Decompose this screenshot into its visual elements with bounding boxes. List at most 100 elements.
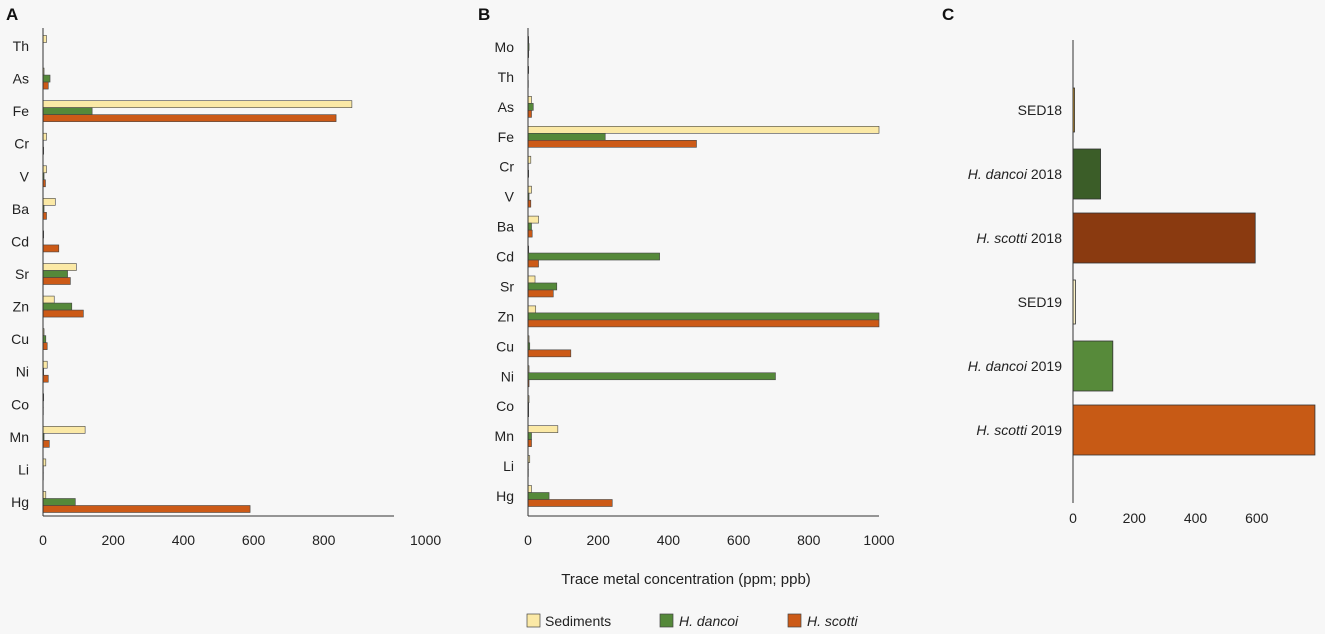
panel-b-bar-h-dancoi-cd xyxy=(527,252,660,261)
panel-a-letter: A xyxy=(6,5,18,24)
legend-swatch-h-scotti xyxy=(787,613,802,628)
panel-c-x-tick-label: 200 xyxy=(1123,510,1147,526)
panel-b-bar-h-scotti-hg xyxy=(527,499,613,507)
panel-a-bar-sediments-fe xyxy=(42,100,353,108)
panel-b-category-label: Co xyxy=(496,398,514,414)
panel-c: C SED18 H. dancoi 2018 H. scotti 2018 SED19… xyxy=(942,5,1316,526)
panel-b-bar-sediments-mn xyxy=(527,425,559,433)
panel-a-category-label: Cd xyxy=(11,233,29,249)
panel-b-bar-sediments-sr xyxy=(527,275,536,284)
panel-a-bar-h-scotti-mn xyxy=(42,440,50,448)
panel-c-x-tick-label: 600 xyxy=(1245,510,1269,526)
panel-b-category-label: Hg xyxy=(496,488,514,504)
panel-a-bar-h-dancoi-fe xyxy=(42,107,93,115)
panel-b-category-label: As xyxy=(498,99,514,115)
panel-b-bar-sediments-hg xyxy=(527,485,532,493)
panel-b-category-label: Li xyxy=(503,458,514,474)
legend-label-h-scotti: H. scotti xyxy=(807,613,858,629)
panel-a-bar-sediments-v xyxy=(42,165,47,174)
panel-b-category-label: Fe xyxy=(498,129,515,145)
panel-b-category-label: Cr xyxy=(499,159,514,175)
panel-b-bar-sediments-v xyxy=(527,185,532,194)
panel-b-bar-h-scotti-zn xyxy=(527,319,880,328)
panel-b-bar-h-dancoi-ba xyxy=(527,222,532,231)
panel-b-bar-h-dancoi-fe xyxy=(527,133,606,141)
panel-a-x-tick-label: 200 xyxy=(102,532,126,548)
panel-a-bar-sediments-sr xyxy=(42,263,77,271)
panel-b-category-label: Mn xyxy=(495,428,514,444)
panel-a-category-label: V xyxy=(20,168,30,184)
panel-b-bar-h-scotti-ba xyxy=(527,229,533,238)
panel-a-bar-h-scotti-ba xyxy=(42,212,47,220)
panel-a-category-label: Sr xyxy=(15,266,29,282)
panel-b-bar-h-dancoi-hg xyxy=(527,492,550,500)
panel-a-category-label: Ni xyxy=(16,364,29,380)
panel-b-x-tick-label: 400 xyxy=(657,532,681,548)
panel-b-bar-h-scotti-cu xyxy=(527,349,572,358)
panel-a-bar-h-scotti-cu xyxy=(42,342,48,350)
panel-c-letter: C xyxy=(942,5,954,24)
panel-b-category-label: Th xyxy=(498,69,514,85)
panel-b-category-label: Cu xyxy=(496,338,514,354)
panel-b-bar-sediments-ba xyxy=(527,215,539,224)
legend-label-sediments: Sediments xyxy=(545,613,611,629)
legend: Sediments H. dancoi H. scotti xyxy=(526,613,858,629)
panel-a-category-label: Ba xyxy=(12,201,29,217)
panel-c-bar-hscotti2018 xyxy=(1072,212,1256,264)
panel-a-bar-h-scotti-hg xyxy=(42,505,251,513)
panel-a-category-label: Co xyxy=(11,396,29,412)
panel-b-bar-h-scotti-as xyxy=(527,110,532,118)
panel-b-x-tick-label: 0 xyxy=(524,532,532,548)
panel-b-category-label: Mo xyxy=(495,39,515,55)
panel-a-category-label: Li xyxy=(18,461,29,477)
panel-a-category-label: Zn xyxy=(13,299,29,315)
panel-a-x-tick-label: 800 xyxy=(312,532,336,548)
panel-a-x-tick-label: 1000 xyxy=(410,532,441,548)
panel-c-x-tick-label: 0 xyxy=(1069,510,1077,526)
panel-c-x-tick-label: 400 xyxy=(1184,510,1208,526)
panel-a-category-label: Mn xyxy=(10,429,29,445)
panel-b-bar-sediments-fe xyxy=(527,126,880,134)
panel-a-bar-sediments-ba xyxy=(42,198,56,206)
panel-a-category-label: Cu xyxy=(11,331,29,347)
panel-b-category-label: Cd xyxy=(496,249,514,265)
panel-a-x-tick-label: 600 xyxy=(242,532,266,548)
panel-c-category-label: SED19 xyxy=(1018,294,1063,310)
panel-b-category-label: Zn xyxy=(498,308,514,324)
panel-c-category-label: H. dancoi 2019 xyxy=(968,358,1062,374)
x-axis-title: Trace metal concentration (ppm; ppb) xyxy=(561,571,811,588)
panel-b-bar-h-dancoi-mn xyxy=(527,432,532,440)
panel-b-bar-h-dancoi-ni xyxy=(527,372,776,381)
panel-a-category-label: Fe xyxy=(13,103,30,119)
panel-a-bar-h-scotti-ni xyxy=(42,374,49,383)
legend-label-h-dancoi: H. dancoi xyxy=(679,613,739,629)
panel-a-bar-h-scotti-cd xyxy=(42,244,60,253)
panel-a-bar-h-scotti-fe xyxy=(42,114,337,122)
panel-a-bar-h-dancoi-hg xyxy=(42,498,76,506)
legend-swatch-h-dancoi xyxy=(659,613,674,628)
panel-b-x-tick-label: 600 xyxy=(727,532,751,548)
panel-a-bar-sediments-zn xyxy=(42,295,55,304)
panel-a: A Th As Fe Cr V Ba Cd Sr Zn Cu Ni Co Mn Li Hg 0 200 400 60… xyxy=(6,5,441,548)
panel-a-bar-sediments-cr xyxy=(42,132,47,141)
panel-a-category-label: Hg xyxy=(11,494,29,510)
panel-b-category-label: V xyxy=(505,189,515,205)
panel-a-x-tick-label: 0 xyxy=(39,532,47,548)
panel-b-bar-h-dancoi-zn xyxy=(527,312,880,321)
panel-c-bar-hdancoi2018 xyxy=(1072,148,1101,200)
panel-a-bar-h-dancoi-as xyxy=(42,74,51,83)
panel-b-bar-sediments-zn xyxy=(527,305,537,314)
panel-b-bar-h-scotti-cd xyxy=(527,259,539,268)
panel-b-category-label: Ni xyxy=(501,368,514,384)
panel-b-bar-h-dancoi-sr xyxy=(527,282,558,291)
panel-b-x-tick-label: 1000 xyxy=(863,532,894,548)
panel-c-bar-hscotti2019 xyxy=(1072,404,1316,456)
panel-b-bar-h-scotti-mn xyxy=(527,439,532,447)
panel-a-bar-h-scotti-as xyxy=(42,81,49,90)
panel-b-bar-sediments-as xyxy=(527,96,532,104)
panel-a-category-label: As xyxy=(13,71,29,87)
panel-b-category-label: Sr xyxy=(500,278,514,294)
panel-c-bar-hdancoi2019 xyxy=(1072,340,1114,392)
